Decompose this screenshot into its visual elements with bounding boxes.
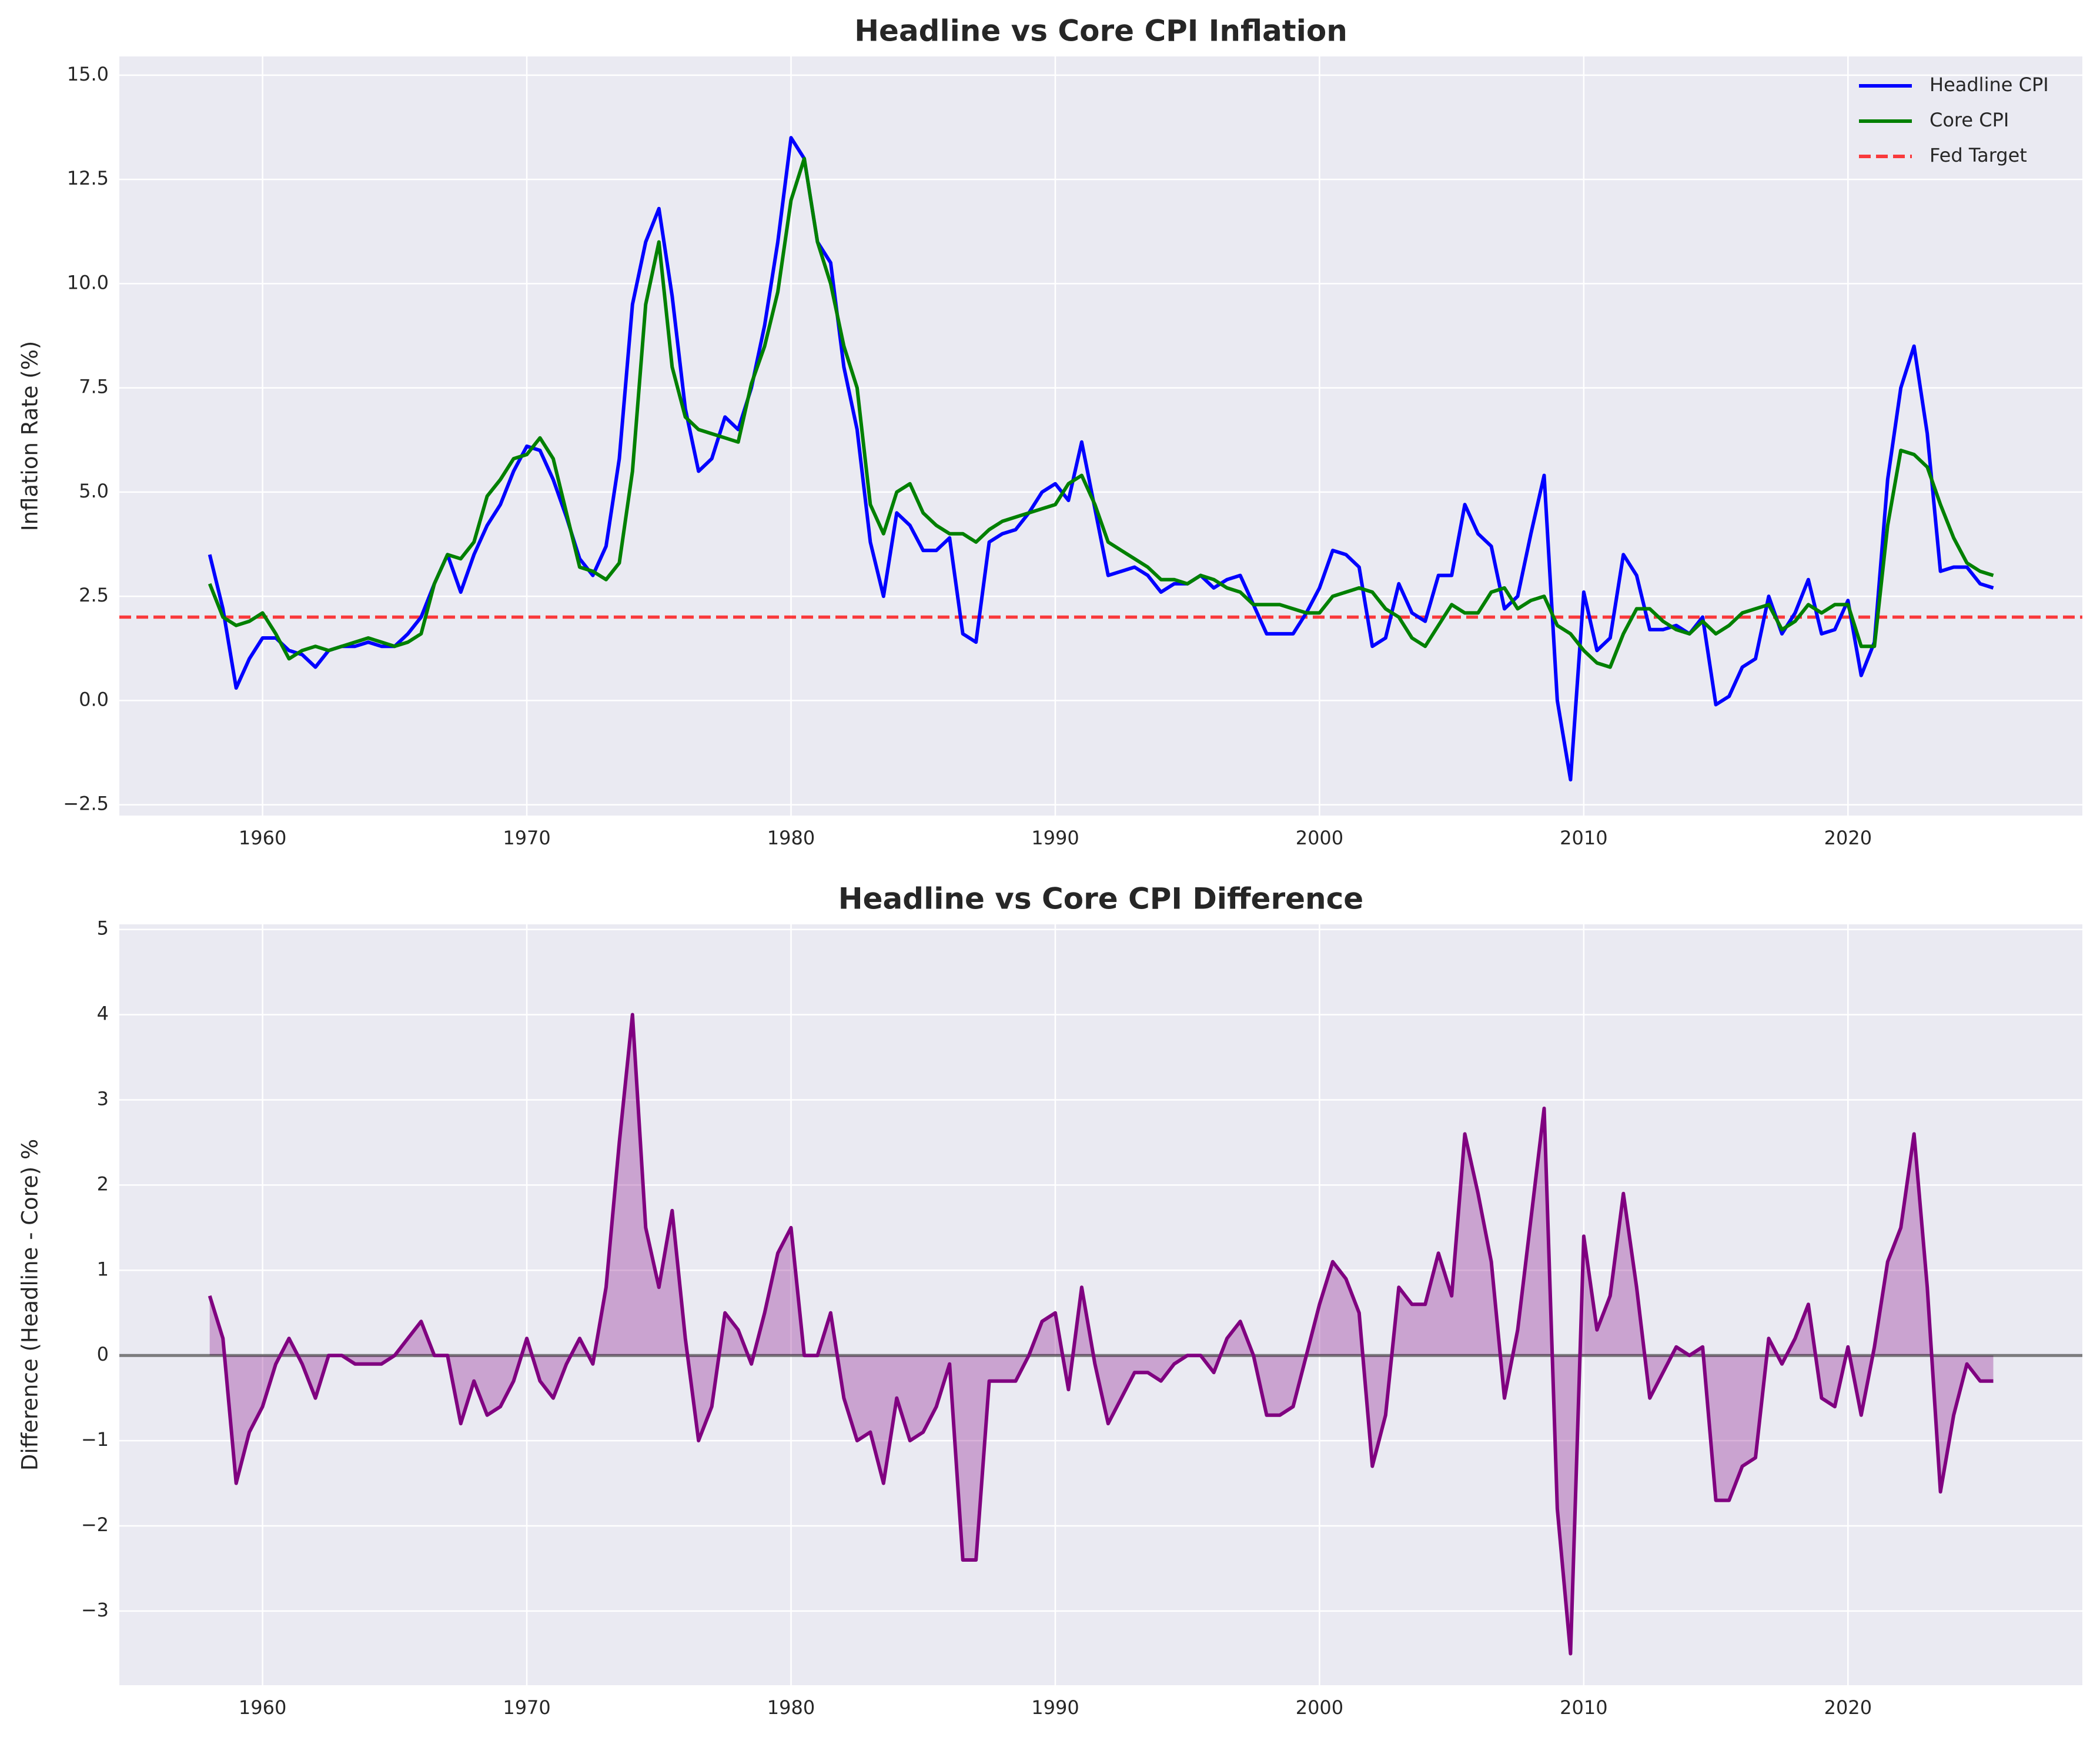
y-axis-label: Inflation Rate (%) [18,341,43,532]
x-tick-label: 2010 [1560,827,1607,849]
x-tick-label: 2020 [1824,1696,1872,1719]
y-tick-label: −3 [81,1599,109,1621]
x-tick-label: 1960 [239,827,286,849]
legend-label: Headline CPI [1930,73,2049,96]
chart-title: Headline vs Core CPI Inflation [854,14,1347,48]
y-tick-label: 2 [97,1172,109,1195]
y-tick-label: −2 [81,1514,109,1536]
y-tick-label: 5.0 [79,480,109,502]
x-tick-label: 1970 [503,827,550,849]
y-tick-label: 4 [97,1003,109,1025]
plot-area [119,924,2082,1685]
legend-label: Core CPI [1930,109,2009,131]
y-tick-label: 3 [97,1088,109,1110]
series-line [208,1013,1994,1656]
y-tick-label: 7.5 [79,376,109,398]
y-tick-label: 1 [97,1258,109,1280]
x-tick-label: 1990 [1031,1696,1079,1719]
x-tick-label: 2010 [1560,1696,1607,1719]
x-tick-label: 1980 [767,1696,815,1719]
y-tick-label: −2.5 [63,793,109,815]
y-tick-label: 5 [97,917,109,940]
series-line [208,156,1994,669]
y-axis-label: Difference (Headline - Core) % [18,1139,43,1471]
x-tick-label: 1960 [239,1696,286,1719]
y-tick-label: 0.0 [79,688,109,710]
y-tick-label: 15.0 [67,63,109,85]
legend-label: Fed Target [1930,144,2027,166]
x-tick-label: 2000 [1296,827,1343,849]
plot-area [119,56,2082,816]
x-tick-label: 1990 [1031,827,1079,849]
y-tick-label: 0 [97,1343,109,1365]
y-tick-label: −1 [81,1428,109,1451]
y-tick-label: 10.0 [67,271,109,293]
x-tick-label: 1970 [503,1696,550,1719]
y-tick-label: 12.5 [67,167,109,189]
x-tick-label: 1980 [767,827,815,849]
x-tick-label: 2000 [1296,1696,1343,1719]
area-fill [209,1014,1994,1654]
x-tick-label: 2020 [1824,827,1872,849]
chart-title: Headline vs Core CPI Difference [838,882,1363,916]
y-tick-label: 2.5 [79,584,109,606]
